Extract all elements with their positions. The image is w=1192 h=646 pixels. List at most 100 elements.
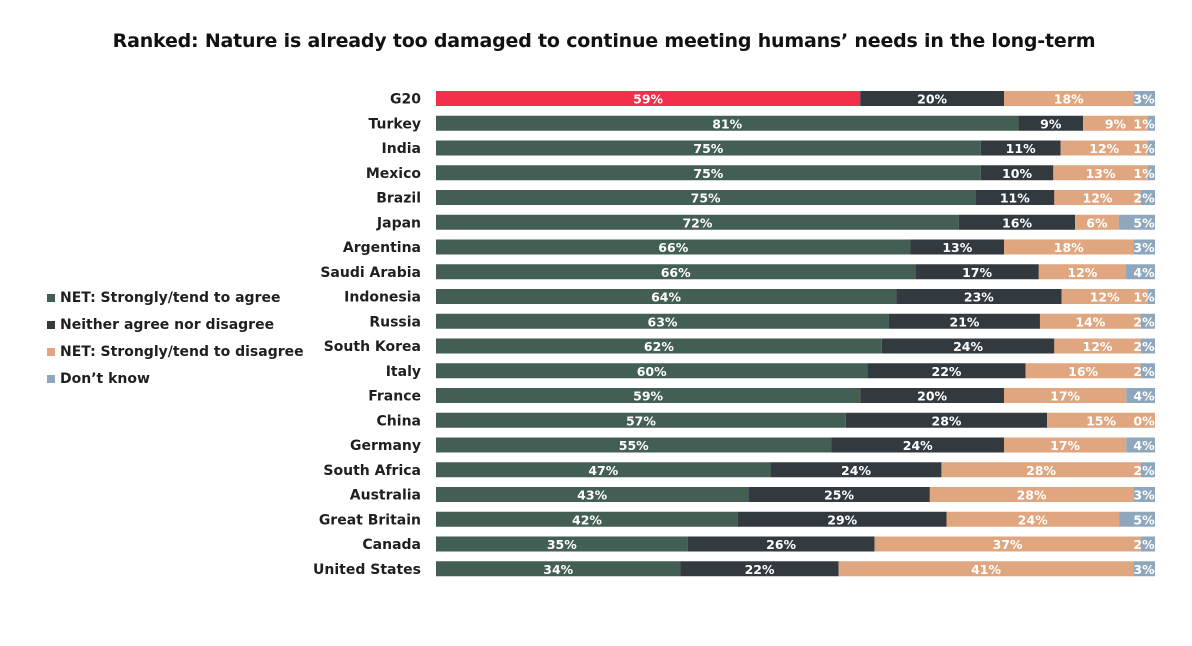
bar-france-neither-agree-nor-disagree (860, 388, 1005, 403)
value-label-great-britain-net-strongly-tend-to-agree: 42% (572, 512, 602, 527)
bar-russia-net-strongly-tend-to-agree (436, 313, 889, 329)
bar-canada-net-strongly-tend-to-disagree (874, 536, 1141, 552)
bar-south-korea-neither-agree-nor-disagree (881, 338, 1055, 354)
legend-item-neither: Neither agree nor disagree (47, 311, 304, 338)
bar-germany-don-t-know (1126, 437, 1155, 453)
bar-brazil-net-strongly-tend-to-agree (436, 190, 976, 205)
value-label-china-net-strongly-tend-to-agree: 57% (626, 413, 656, 428)
bar-china-neither-agree-nor-disagree (845, 412, 1048, 428)
bar-brazil-neither-agree-nor-disagree (975, 190, 1055, 205)
value-label-china-neither-agree-nor-disagree: 28% (932, 413, 962, 428)
value-label-germany-net-strongly-tend-to-agree: 55% (619, 438, 649, 453)
legend: NET: Strongly/tend to agree Neither agre… (47, 284, 304, 392)
value-label-argentina-neither-agree-nor-disagree: 13% (942, 240, 972, 255)
value-label-japan-net-strongly-tend-to-agree: 72% (682, 215, 712, 230)
value-label-argentina-net-strongly-tend-to-disagree: 18% (1054, 240, 1084, 255)
value-label-united-states-net-strongly-tend-to-disagree: 41% (971, 562, 1001, 577)
bar-brazil-don-t-know (1140, 190, 1155, 205)
bar-china-net-strongly-tend-to-disagree (1047, 412, 1155, 428)
value-label-mexico-don-t-know: 1% (1133, 166, 1155, 181)
bar-south-korea-don-t-know (1140, 338, 1155, 354)
bar-italy-net-strongly-tend-to-disagree (1025, 363, 1141, 379)
bar-saudi-arabia-net-strongly-tend-to-agree (436, 264, 916, 280)
bar-south-africa-neither-agree-nor-disagree (770, 462, 942, 478)
value-label-australia-net-strongly-tend-to-disagree: 28% (1017, 488, 1047, 503)
legend-swatch-agree (47, 293, 55, 302)
value-label-indonesia-don-t-know: 1% (1133, 290, 1155, 305)
value-label-saudi-arabia-net-strongly-tend-to-disagree: 12% (1067, 265, 1097, 280)
value-label-g20-net-strongly-tend-to-agree: 59% (633, 92, 663, 107)
category-label-india: India (382, 141, 421, 157)
bar-indonesia-net-strongly-tend-to-disagree (1061, 289, 1148, 304)
bar-russia-neither-agree-nor-disagree (888, 313, 1040, 329)
value-label-argentina-don-t-know: 3% (1133, 240, 1155, 255)
category-label-turkey: Turkey (369, 116, 421, 132)
legend-swatch-neither (47, 320, 55, 329)
value-label-g20-neither-agree-nor-disagree: 20% (917, 92, 947, 107)
legend-item-disagree: NET: Strongly/tend to disagree (47, 338, 304, 365)
value-label-g20-net-strongly-tend-to-disagree: 18% (1054, 92, 1084, 107)
value-label-italy-net-strongly-tend-to-disagree: 16% (1068, 364, 1098, 379)
value-label-germany-net-strongly-tend-to-disagree: 17% (1050, 438, 1080, 453)
bar-mexico-net-strongly-tend-to-agree (436, 165, 981, 181)
value-label-great-britain-don-t-know: 5% (1133, 512, 1155, 527)
bar-canada-net-strongly-tend-to-agree (436, 536, 688, 552)
bar-indonesia-neither-agree-nor-disagree (896, 289, 1062, 304)
legend-label-disagree: NET: Strongly/tend to disagree (60, 343, 304, 360)
value-label-saudi-arabia-net-strongly-tend-to-agree: 66% (661, 265, 691, 280)
value-label-australia-net-strongly-tend-to-agree: 43% (577, 488, 607, 503)
bar-united-states-neither-agree-nor-disagree (680, 561, 839, 577)
value-label-south-korea-neither-agree-nor-disagree: 24% (953, 339, 983, 354)
category-label-italy: Italy (386, 364, 421, 380)
bar-india-neither-agree-nor-disagree (980, 140, 1061, 156)
value-label-saudi-arabia-neither-agree-nor-disagree: 17% (962, 265, 992, 280)
bar-indonesia-net-strongly-tend-to-agree (436, 289, 897, 304)
value-label-turkey-neither-agree-nor-disagree: 9% (1040, 116, 1062, 131)
bar-argentina-don-t-know (1133, 239, 1155, 255)
category-label-great-britain: Great Britain (319, 512, 421, 528)
value-label-mexico-net-strongly-tend-to-disagree: 13% (1086, 166, 1116, 181)
value-label-russia-don-t-know: 2% (1133, 314, 1155, 329)
value-label-brazil-neither-agree-nor-disagree: 11% (1000, 191, 1030, 206)
value-label-canada-net-strongly-tend-to-agree: 35% (547, 537, 577, 552)
value-label-south-korea-net-strongly-tend-to-agree: 62% (644, 339, 674, 354)
bar-australia-don-t-know (1133, 487, 1155, 502)
bar-mexico-don-t-know (1147, 165, 1155, 181)
bar-turkey-net-strongly-tend-to-agree (436, 115, 1019, 131)
bar-united-states-net-strongly-tend-to-agree (436, 561, 681, 577)
value-label-france-don-t-know: 4% (1133, 389, 1155, 404)
bar-g20-neither-agree-nor-disagree (860, 91, 1005, 106)
bar-south-korea-net-strongly-tend-to-agree (436, 338, 882, 354)
value-label-indonesia-net-strongly-tend-to-disagree: 12% (1090, 290, 1120, 305)
category-label-south-korea: South Korea (324, 339, 421, 355)
bar-china-net-strongly-tend-to-agree (436, 412, 846, 428)
bar-mexico-net-strongly-tend-to-disagree (1053, 165, 1148, 181)
value-label-south-korea-net-strongly-tend-to-disagree: 12% (1083, 339, 1113, 354)
value-label-canada-net-strongly-tend-to-disagree: 37% (993, 537, 1023, 552)
value-label-brazil-net-strongly-tend-to-disagree: 12% (1083, 191, 1113, 206)
bar-south-korea-net-strongly-tend-to-disagree (1054, 338, 1141, 354)
bar-mexico-neither-agree-nor-disagree (980, 165, 1054, 181)
category-label-canada: Canada (362, 537, 421, 553)
legend-label-dont-know: Don’t know (60, 370, 150, 387)
bar-great-britain-don-t-know (1119, 511, 1155, 527)
bar-italy-neither-agree-nor-disagree (867, 363, 1026, 379)
bar-germany-net-strongly-tend-to-agree (436, 437, 832, 453)
category-label-germany: Germany (350, 438, 421, 454)
value-label-south-africa-net-strongly-tend-to-disagree: 28% (1026, 463, 1056, 478)
bar-saudi-arabia-neither-agree-nor-disagree (915, 264, 1039, 280)
category-label-china: China (377, 413, 421, 429)
bar-india-net-strongly-tend-to-agree (436, 140, 981, 156)
legend-swatch-disagree (47, 347, 55, 356)
bar-argentina-neither-agree-nor-disagree (910, 239, 1005, 255)
bar-g20-net-strongly-tend-to-agree (436, 91, 861, 106)
value-label-indonesia-neither-agree-nor-disagree: 23% (964, 290, 994, 305)
value-label-united-states-net-strongly-tend-to-agree: 34% (543, 562, 573, 577)
value-label-india-net-strongly-tend-to-disagree: 12% (1089, 141, 1119, 156)
bar-south-africa-net-strongly-tend-to-agree (436, 462, 771, 478)
bar-japan-net-strongly-tend-to-disagree (1075, 214, 1119, 230)
bar-saudi-arabia-net-strongly-tend-to-disagree (1038, 264, 1126, 280)
value-label-south-africa-net-strongly-tend-to-agree: 47% (588, 463, 618, 478)
bar-russia-don-t-know (1140, 313, 1155, 329)
value-label-argentina-net-strongly-tend-to-agree: 66% (658, 240, 688, 255)
